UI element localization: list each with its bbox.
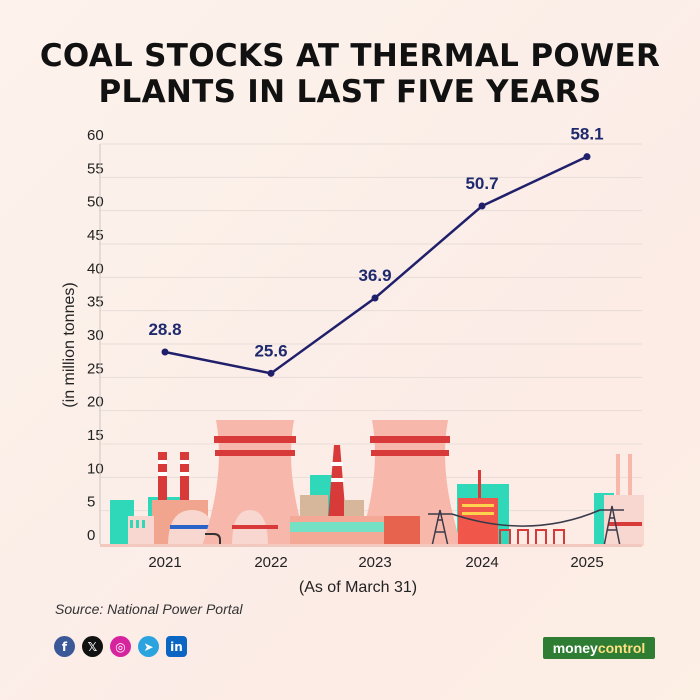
y-tick-label: 35 <box>87 294 104 311</box>
data-label: 58.1 <box>570 125 603 144</box>
y-tick-label: 15 <box>87 427 104 444</box>
x-tick-label: 2021 <box>148 554 181 571</box>
data-point <box>583 153 591 161</box>
x-icon[interactable]: 𝕏 <box>82 636 103 657</box>
chart-title: COAL STOCKS AT THERMAL POWER PLANTS IN L… <box>0 38 700 110</box>
y-tick-label: 20 <box>87 394 104 411</box>
power-plant-illustration <box>100 420 644 547</box>
y-tick-label: 45 <box>87 227 104 244</box>
data-label: 36.9 <box>358 266 391 285</box>
x-tick-label: 2025 <box>570 554 603 571</box>
moneycontrol-logo: money control <box>543 637 655 659</box>
y-tick-label: 55 <box>87 160 104 177</box>
x-axis-label: (As of March 31) <box>299 579 417 596</box>
title-line-2: PLANTS IN LAST FIVE YEARS <box>98 74 602 110</box>
social-icons: f 𝕏 ◎ ➤ in <box>54 636 187 657</box>
data-point <box>371 294 379 302</box>
data-point <box>478 202 486 210</box>
instagram-icon[interactable]: ◎ <box>110 636 131 657</box>
brand-part-2: control <box>597 640 646 656</box>
brand-part-1: money <box>552 640 598 656</box>
y-tick-label: 0 <box>87 527 95 544</box>
y-axis-label: (in million tonnes) <box>61 282 78 407</box>
y-tick-label: 60 <box>87 127 104 144</box>
data-label: 25.6 <box>254 341 287 360</box>
x-tick-label: 2022 <box>254 554 287 571</box>
series-line: 28.8 25.6 36.9 50.7 58.1 <box>148 125 604 377</box>
y-tick-label: 25 <box>87 360 104 377</box>
data-label: 50.7 <box>465 174 498 193</box>
linkedin-icon[interactable]: in <box>166 636 187 657</box>
y-tick-label: 10 <box>87 460 104 477</box>
facebook-icon[interactable]: f <box>54 636 75 657</box>
x-tick-label: 2024 <box>465 554 498 571</box>
data-point <box>161 348 169 356</box>
title-line-1: COAL STOCKS AT THERMAL POWER <box>39 38 661 74</box>
y-tick-label: 5 <box>87 494 95 511</box>
data-label: 28.8 <box>148 320 181 339</box>
y-tick-label: 40 <box>87 260 104 277</box>
y-tick-label: 30 <box>87 327 104 344</box>
source-note: Source: National Power Portal <box>55 601 243 617</box>
telegram-icon[interactable]: ➤ <box>138 636 159 657</box>
series-line-path <box>164 155 588 375</box>
grid-lines <box>100 143 642 512</box>
y-tick-label: 50 <box>87 194 104 211</box>
x-tick-label: 2023 <box>358 554 391 571</box>
data-point <box>267 369 275 377</box>
